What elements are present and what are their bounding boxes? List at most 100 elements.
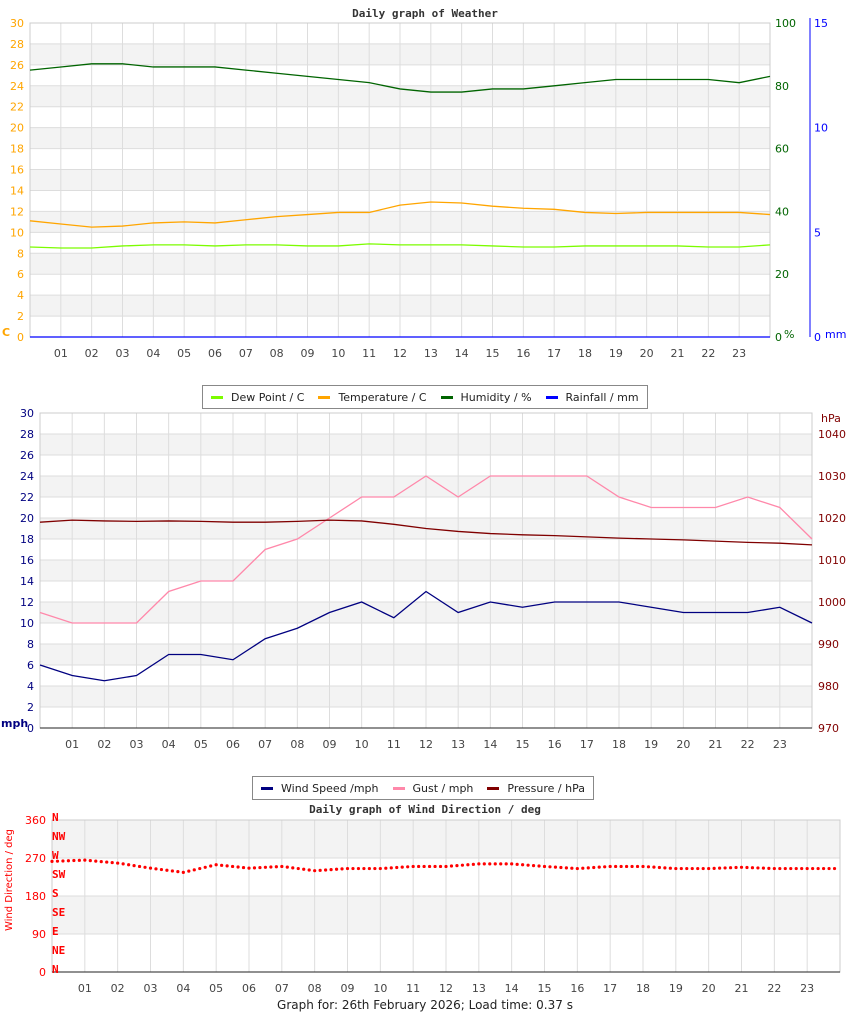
x-tick-label: 10 — [373, 982, 387, 995]
rainfall-tick-label: 15 — [814, 17, 828, 30]
wind-direction-point — [88, 859, 92, 863]
wind-direction-point — [83, 858, 87, 862]
x-tick-label: 19 — [609, 347, 623, 360]
wind-direction-point — [652, 865, 656, 869]
x-tick-label: 01 — [78, 982, 92, 995]
wind-direction-point — [236, 865, 240, 869]
wind-direction-point — [291, 866, 295, 870]
wind-direction-point — [422, 864, 426, 869]
wind-direction-point — [685, 866, 689, 871]
y-tick-label: 24 — [20, 470, 34, 483]
x-tick-label: 12 — [393, 347, 407, 360]
y-axis-label: Wind Direction / deg — [4, 829, 15, 931]
series-line-pressure — [39, 519, 813, 546]
y-tick-label: 12 — [20, 596, 34, 609]
wind-direction-point — [592, 865, 596, 870]
wind-direction-point — [50, 859, 54, 863]
legend-rainfall: Rainfall / mm — [545, 390, 639, 404]
x-tick-label: 16 — [570, 982, 584, 995]
wind-direction-point — [143, 865, 147, 869]
x-tick-label: 17 — [580, 738, 594, 751]
y-tick-label: 0 — [27, 722, 34, 735]
wind-direction-point — [608, 864, 612, 869]
y-tick-label: 30 — [20, 407, 34, 420]
wind-direction-point — [99, 859, 103, 864]
x-tick-label: 04 — [146, 347, 160, 360]
wind-direction-point — [586, 866, 590, 870]
wind-direction-point — [94, 859, 98, 863]
wind-direction-point — [170, 869, 174, 873]
y-tick-label: 0 — [39, 966, 46, 979]
x-tick-label: 18 — [578, 347, 592, 360]
wind-direction-point — [482, 862, 486, 866]
wind-direction-point — [816, 866, 820, 871]
y-tick-label: 0 — [17, 331, 24, 344]
wind-direction-point — [477, 862, 481, 866]
y-axis-label: C — [2, 326, 10, 339]
wind-direction-point — [690, 866, 694, 871]
x-tick-label: 02 — [97, 738, 111, 751]
y-right-tick-label: 20 — [775, 268, 789, 281]
wind-direction-point — [531, 864, 536, 868]
wind-direction-point — [427, 864, 432, 869]
wind-direction-point — [411, 864, 415, 869]
y-tick-label: 30 — [10, 17, 24, 30]
legend-wind: Wind Speed /mph Gust / mph Pressure / hP… — [252, 776, 594, 800]
wind-direction-point — [674, 866, 678, 871]
y-right-tick-label: 0 — [775, 331, 782, 344]
wind-direction-point — [263, 865, 268, 869]
y-tick-label: 24 — [10, 80, 24, 93]
x-tick-label: 10 — [355, 738, 369, 751]
wind-direction-point — [635, 864, 640, 869]
x-tick-label: 12 — [419, 738, 433, 751]
wind-direction-point — [351, 866, 355, 871]
wind-direction-point — [444, 864, 448, 869]
wind-direction-point — [72, 858, 76, 863]
x-tick-label: 08 — [308, 982, 322, 995]
wind-direction-point — [148, 866, 153, 870]
x-tick-label: 14 — [455, 347, 469, 360]
y-tick-label: 2 — [17, 310, 24, 323]
x-tick-label: 06 — [226, 738, 240, 751]
wind-direction-point — [488, 862, 492, 866]
y-tick-label: 20 — [10, 122, 24, 135]
x-tick-label: 11 — [362, 347, 376, 360]
wind-direction-point — [209, 864, 213, 868]
rainfall-tick-label: 10 — [814, 122, 828, 135]
y-tick-label: 10 — [10, 226, 24, 239]
x-tick-label: 03 — [130, 738, 144, 751]
wind-direction-point — [181, 870, 185, 874]
x-tick-label: 11 — [406, 982, 420, 995]
x-tick-label: 21 — [735, 982, 749, 995]
wind-direction-point — [668, 866, 672, 870]
y-right-tick-label: 980 — [818, 680, 839, 693]
wind-direction-point — [307, 868, 311, 872]
wind-direction-point — [564, 866, 568, 870]
x-tick-label: 09 — [341, 982, 355, 995]
wind-direction-point — [395, 865, 399, 870]
wind-direction-point — [679, 866, 683, 871]
x-tick-label: 05 — [177, 347, 191, 360]
y-tick-label: 6 — [27, 659, 34, 672]
y-right-tick-label: 80 — [775, 80, 789, 93]
x-tick-label: 14 — [483, 738, 497, 751]
wind-direction-point — [712, 866, 716, 870]
x-tick-label: 07 — [258, 738, 272, 751]
x-tick-label: 18 — [636, 982, 650, 995]
legend-label: Rainfall / mm — [565, 390, 639, 404]
wind-direction-point — [230, 864, 235, 869]
wind-direction-point — [466, 863, 470, 867]
wind-direction-point — [77, 858, 81, 862]
wind-direction-point — [274, 865, 278, 869]
wind-direction-point — [121, 862, 125, 866]
wind-direction-point — [340, 867, 344, 871]
wind-direction-point — [105, 860, 109, 864]
y-right-axis-label: % — [784, 328, 794, 341]
wind-direction-point — [198, 866, 202, 871]
wind-direction-point — [761, 866, 765, 870]
x-tick-label: 23 — [800, 982, 814, 995]
wind-direction-point — [356, 866, 361, 871]
x-tick-label: 06 — [242, 982, 256, 995]
wind-direction-point — [701, 866, 705, 871]
footer-text: Graph for: 26th February 2026; Load time… — [277, 998, 573, 1012]
